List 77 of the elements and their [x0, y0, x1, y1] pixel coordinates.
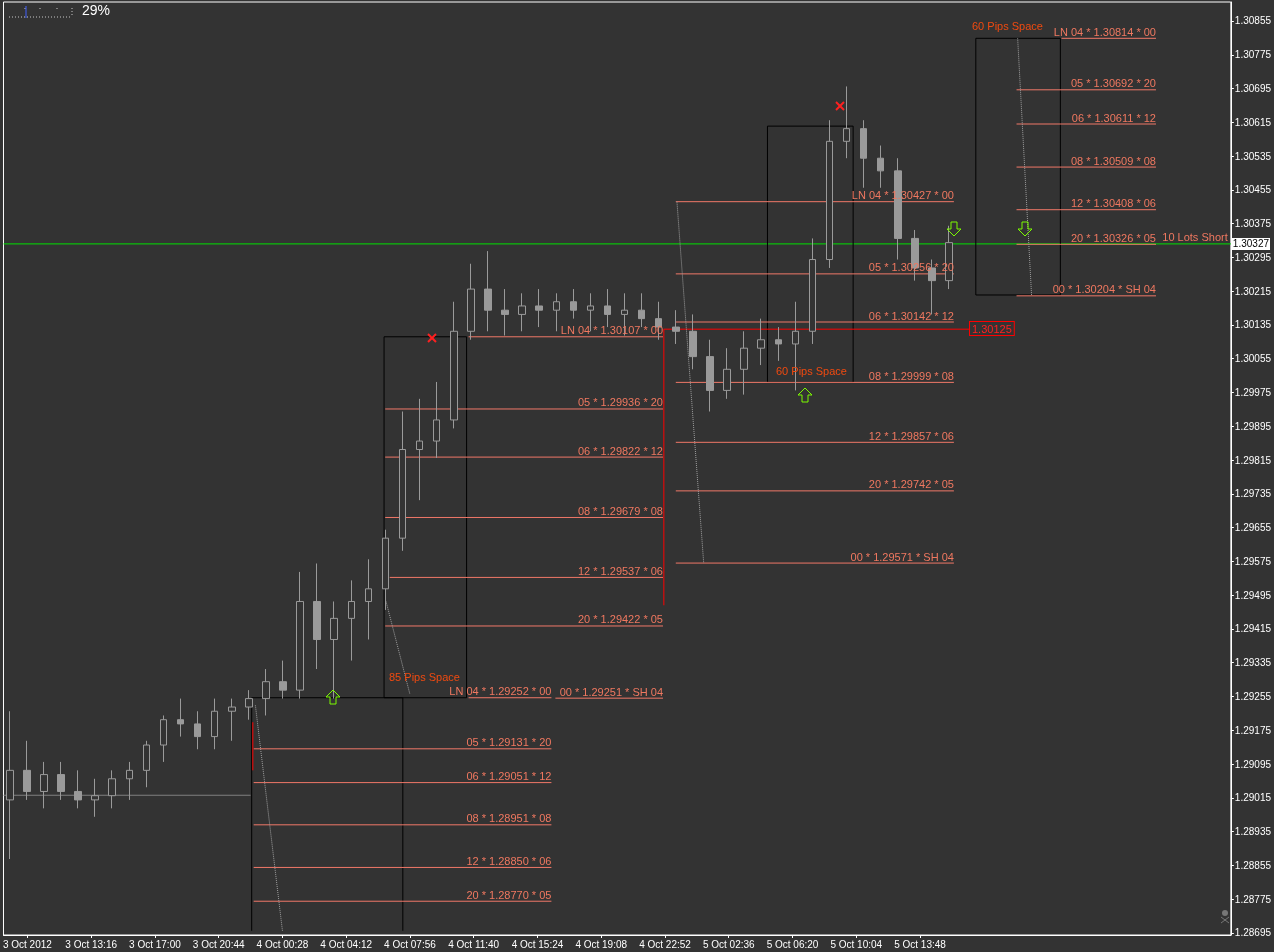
x-tick-label: 5 Oct 06:20	[766, 938, 819, 950]
y-tick-label: 1.28855	[1234, 859, 1272, 871]
annotation: LN 04 * 1.30107 * 00	[560, 324, 663, 337]
x-tick-label: 4 Oct 04:12	[320, 938, 373, 950]
annotation: 85 Pips Space	[389, 670, 460, 683]
annotation: 12 * 1.28850 * 06	[466, 854, 552, 867]
annotation: 12 * 1.29857 * 06	[868, 429, 954, 442]
y-tick-label: 1.29735	[1234, 488, 1272, 500]
x-tick-label: 4 Oct 15:24	[511, 938, 564, 950]
y-tick-label: 1.30855	[1234, 15, 1272, 27]
annotation: 12 * 1.30408 * 06	[1070, 197, 1156, 210]
y-tick-label: 1.29975	[1234, 387, 1272, 399]
annotation: 08 * 1.28951 * 08	[466, 812, 552, 825]
y-tick-label: 1.29495	[1234, 589, 1272, 601]
annotation: 06 * 1.29051 * 12	[466, 770, 552, 783]
annotation: 08 * 1.30509 * 08	[1070, 154, 1156, 167]
annotation: 05 * 1.30256 * 20	[868, 261, 954, 274]
annotation: 00 * 1.29571 * SH 04	[850, 550, 954, 563]
annotation: LN 04 * 1.29252 * 00	[449, 685, 552, 698]
x-tick-label: 5 Oct 10:04	[830, 938, 883, 950]
annotation: 12 * 1.29537 * 06	[577, 564, 663, 577]
y-tick-label: 1.30535	[1234, 150, 1272, 162]
y-tick-label: 1.29895	[1234, 420, 1272, 432]
x-tick-label: 5 Oct 13:48	[894, 938, 947, 950]
annotation: 08 * 1.29679 * 08	[577, 504, 663, 517]
y-tick-label: 1.30055	[1234, 353, 1272, 365]
x-tick-label: 4 Oct 19:08	[575, 938, 628, 950]
y-tick-label: 1.29335	[1234, 657, 1272, 669]
y-tick-label: 1.29095	[1234, 758, 1272, 770]
x-tick-label: 3 Oct 2012	[2, 938, 53, 950]
y-tick-label: 1.29815	[1234, 454, 1272, 466]
annotation: 1.30125	[972, 322, 1012, 335]
annotation: 20 * 1.29422 * 05	[577, 613, 663, 626]
x-tick-label: 4 Oct 22:52	[639, 938, 692, 950]
y-tick-label: 1.30295	[1234, 251, 1272, 263]
annotation: 00 * 1.29251 * SH 04	[559, 685, 663, 698]
x-tick-label: 4 Oct 11:40	[448, 938, 500, 950]
y-tick-label: 1.30375	[1234, 218, 1272, 230]
annotation: 05 * 1.29131 * 20	[466, 736, 552, 749]
x-tick-label: 5 Oct 02:36	[702, 938, 756, 950]
annotation: LN 04 * 1.30814 * 00	[1053, 25, 1156, 38]
annotation: 20 * 1.30326 * 05	[1070, 231, 1156, 244]
annotation: 05 * 1.30692 * 20	[1070, 77, 1156, 90]
y-tick-label: 1.29575	[1234, 555, 1272, 567]
y-tick-label: 1.29415	[1234, 623, 1272, 635]
x-tick-label: 3 Oct 20:44	[192, 938, 245, 950]
y-tick-label: 1.30695	[1234, 83, 1272, 95]
y-tick-label: 1.30215	[1234, 285, 1272, 297]
y-tick-label: 1.28775	[1234, 893, 1272, 905]
y-tick-label: 1.29255	[1234, 690, 1272, 702]
annotation: 08 * 1.29999 * 08	[868, 369, 954, 382]
ref-line-label: 1.30327	[1232, 238, 1270, 250]
x-tick-label: 3 Oct 17:00	[129, 938, 182, 950]
annotation: 20 * 1.28770 * 05	[466, 888, 552, 901]
y-tick-label: 1.29015	[1234, 792, 1272, 804]
y-tick-label: 1.29655	[1234, 522, 1272, 534]
y-tick-label: 1.29175	[1234, 724, 1272, 736]
annotation: LN 04 * 1.30427 * 00	[851, 189, 954, 202]
x-tick-label: 4 Oct 00:28	[256, 938, 309, 950]
annotation: 06 * 1.29822 * 12	[577, 444, 663, 457]
y-tick-label: 1.30775	[1234, 49, 1272, 61]
annotation: 60 Pips Space	[972, 19, 1043, 32]
annotation: 29%	[82, 2, 111, 18]
annotation: 06 * 1.30611 * 12	[1071, 111, 1156, 124]
annotation: 20 * 1.29742 * 05	[868, 478, 954, 491]
annotation: 10 Lots Short	[1162, 231, 1228, 244]
x-tick-label: 4 Oct 07:56	[384, 938, 437, 950]
annotation: 06 * 1.30142 * 12	[868, 309, 954, 322]
y-tick-label: 1.30455	[1234, 184, 1272, 196]
annotation: 05 * 1.29936 * 20	[577, 396, 663, 409]
y-tick-label: 1.30615	[1234, 116, 1272, 128]
y-tick-label: 1.30135	[1234, 319, 1272, 331]
annotation: 60 Pips Space	[776, 364, 847, 377]
y-tick-label: 1.28695	[1234, 927, 1272, 939]
x-tick-label: 3 Oct 13:16	[65, 938, 118, 950]
annotation: 00 * 1.30204 * SH 04	[1052, 283, 1156, 296]
y-tick-label: 1.28935	[1234, 826, 1272, 838]
